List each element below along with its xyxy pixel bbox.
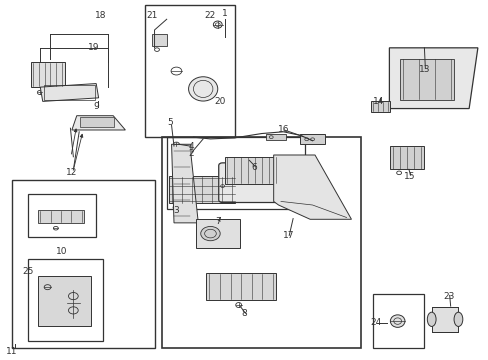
Bar <box>28 194 96 237</box>
Polygon shape <box>171 144 198 223</box>
Bar <box>370 102 389 112</box>
Text: 18: 18 <box>95 11 106 20</box>
Text: 15: 15 <box>403 172 415 181</box>
Bar <box>169 176 234 203</box>
Bar <box>431 307 458 332</box>
Bar <box>166 137 305 208</box>
Text: 22: 22 <box>204 11 216 20</box>
Bar <box>300 134 324 144</box>
Polygon shape <box>273 155 351 219</box>
Bar <box>372 294 424 348</box>
Bar <box>38 210 84 223</box>
Polygon shape <box>388 48 477 109</box>
Text: 7: 7 <box>214 217 220 226</box>
FancyBboxPatch shape <box>218 163 311 203</box>
Text: 14: 14 <box>372 97 383 106</box>
Text: 6: 6 <box>251 163 257 172</box>
Bar <box>144 5 234 137</box>
Text: 3: 3 <box>173 206 179 215</box>
Bar <box>266 134 285 140</box>
Text: 21: 21 <box>146 11 158 20</box>
Bar <box>399 59 453 100</box>
Bar <box>44 85 95 100</box>
Text: 5: 5 <box>167 118 173 127</box>
Text: 19: 19 <box>88 43 100 52</box>
Bar <box>152 33 166 46</box>
Text: 13: 13 <box>418 65 429 74</box>
Bar <box>389 146 424 169</box>
Text: 20: 20 <box>214 97 225 106</box>
Bar <box>38 276 91 327</box>
Ellipse shape <box>188 77 217 101</box>
Ellipse shape <box>453 312 462 327</box>
Text: 12: 12 <box>66 168 78 177</box>
Ellipse shape <box>389 315 404 327</box>
Ellipse shape <box>427 312 435 327</box>
Text: 1: 1 <box>222 9 227 18</box>
Bar <box>205 273 276 300</box>
Text: 24: 24 <box>369 318 381 327</box>
Text: 10: 10 <box>56 247 68 256</box>
Text: 8: 8 <box>241 310 247 319</box>
Text: 25: 25 <box>22 267 34 276</box>
Text: 9: 9 <box>93 102 99 111</box>
Text: 23: 23 <box>442 292 453 301</box>
Ellipse shape <box>201 226 220 241</box>
Text: 11: 11 <box>6 347 18 356</box>
Bar <box>224 157 278 184</box>
Text: 2: 2 <box>188 149 193 158</box>
Polygon shape <box>72 116 125 130</box>
Text: 4: 4 <box>188 141 193 150</box>
Text: 17: 17 <box>282 231 293 240</box>
Bar <box>28 258 103 341</box>
Polygon shape <box>40 84 99 102</box>
Text: 16: 16 <box>277 126 288 135</box>
Bar <box>80 117 114 127</box>
Bar <box>12 180 154 348</box>
Bar <box>196 219 239 248</box>
Bar <box>162 137 361 348</box>
Bar <box>30 62 64 87</box>
